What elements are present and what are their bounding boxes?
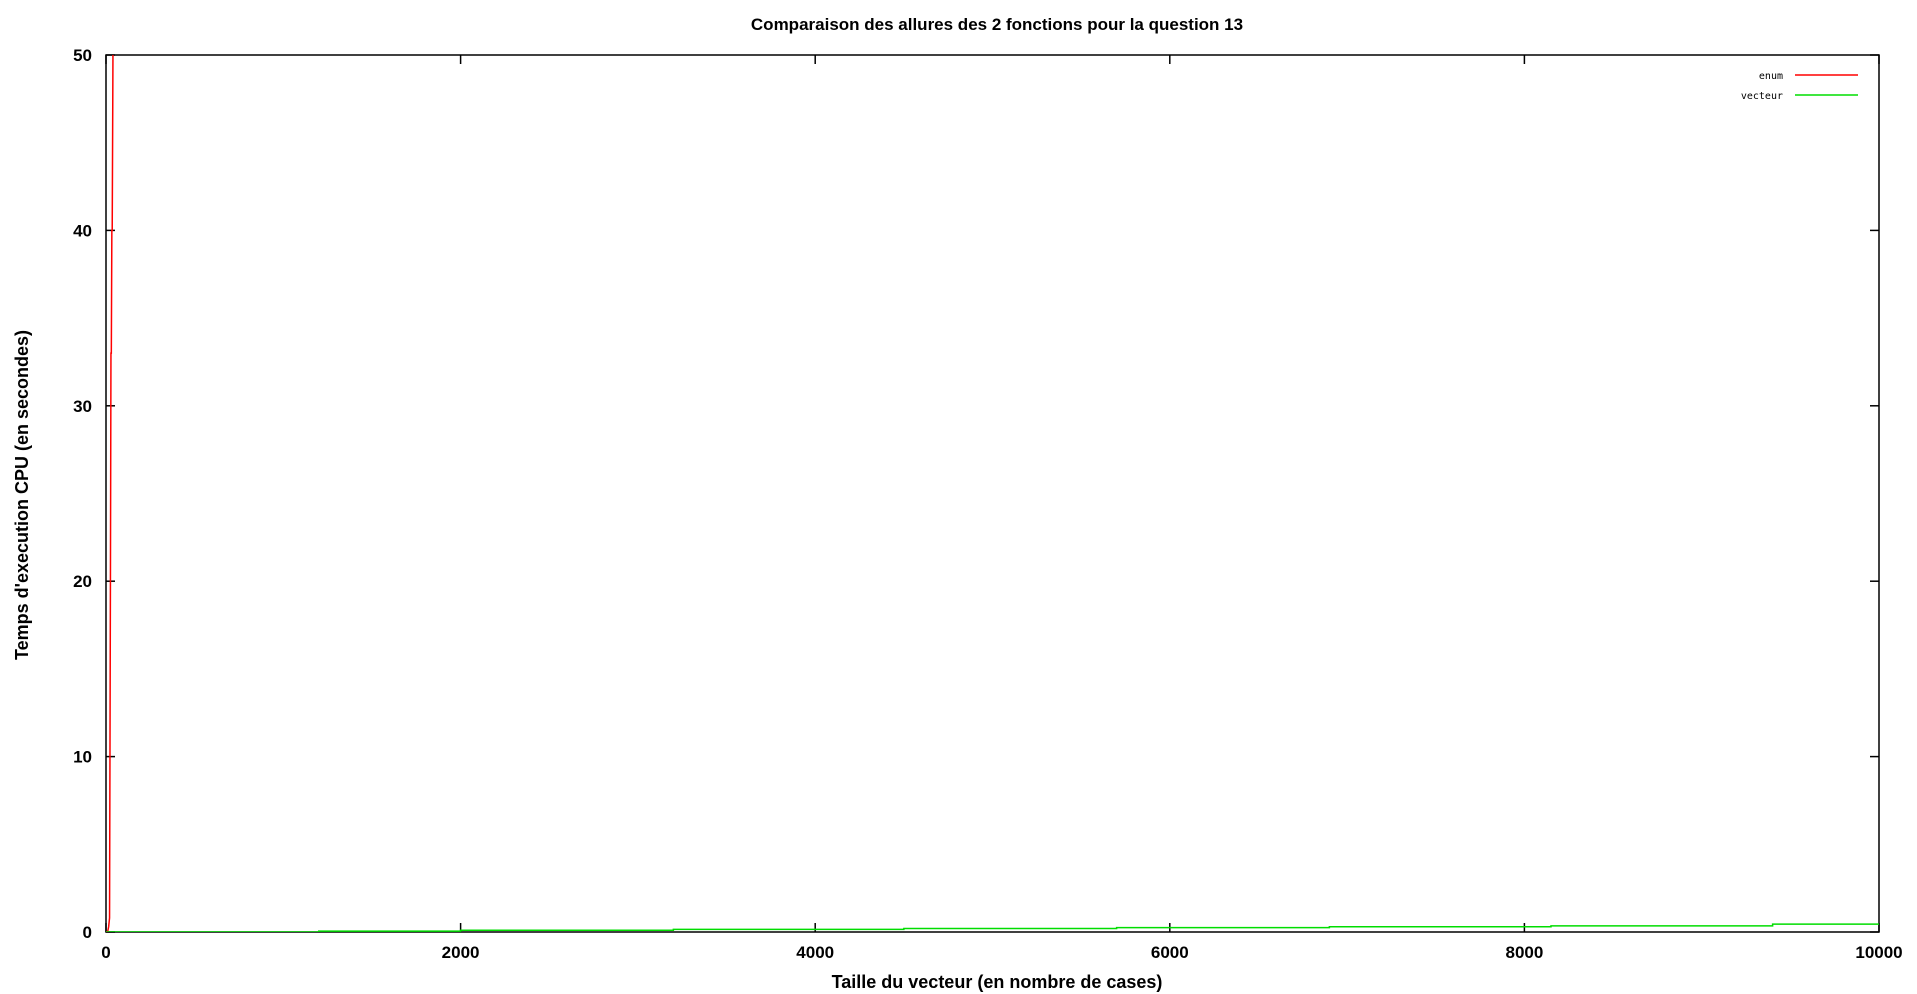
x-axis-label: Taille du vecteur (en nombre de cases) <box>832 972 1163 992</box>
y-tick-label: 10 <box>73 748 92 767</box>
y-tick-label: 0 <box>83 923 92 942</box>
x-tick-label: 2000 <box>442 943 480 962</box>
y-tick-label: 20 <box>73 572 92 591</box>
legend: enum vecteur <box>1741 71 1858 102</box>
y-tick-label: 50 <box>73 46 92 65</box>
y-tick-label: 30 <box>73 397 92 416</box>
y-axis-label: Temps d'execution CPU (en secondes) <box>12 330 32 660</box>
series-line-enum <box>106 55 114 932</box>
series-layer <box>106 55 1879 932</box>
y-tick-label: 40 <box>73 221 92 240</box>
chart-title: Comparaison des allures des 2 fonctions … <box>751 15 1243 34</box>
x-tick-label: 10000 <box>1855 943 1902 962</box>
x-axis: 0 2000 4000 6000 8000 10000 <box>101 55 1903 962</box>
y-axis: 0 10 20 30 40 50 <box>73 46 1879 942</box>
plot-frame <box>105 54 1880 933</box>
x-tick-label: 4000 <box>796 943 834 962</box>
x-tick-label: 8000 <box>1505 943 1543 962</box>
x-tick-label: 6000 <box>1151 943 1189 962</box>
series-line-vecteur <box>106 923 1879 932</box>
legend-label-enum: enum <box>1759 71 1783 82</box>
legend-label-vecteur: vecteur <box>1741 91 1783 102</box>
x-tick-label: 0 <box>101 943 110 962</box>
